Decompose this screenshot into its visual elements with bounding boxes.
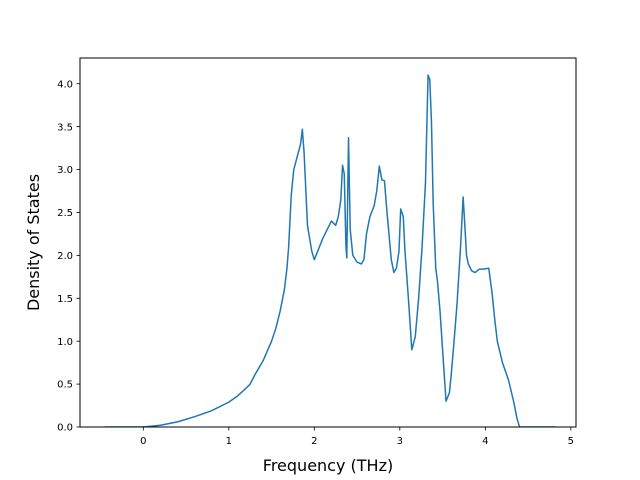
axis-ticks: 0 1 2 3 4 5 0.0 0.5 1.0 1.5 2.0 2.5 3.0 3.5 4.0 — [57, 79, 574, 447]
x-tick-label: 1 — [226, 436, 232, 447]
plot-area — [104, 74, 556, 427]
y-tick-label: 0.0 — [57, 423, 73, 434]
y-tick-label: 3.0 — [57, 165, 73, 176]
dos-series-line — [104, 74, 556, 427]
x-tick-label: 4 — [482, 436, 488, 447]
x-tick-label: 0 — [140, 436, 146, 447]
x-tick-label: 2 — [311, 436, 317, 447]
x-tick-label: 5 — [568, 436, 574, 447]
x-axis-label: Frequency (THz) — [263, 456, 393, 475]
y-tick-label: 2.0 — [57, 251, 73, 262]
y-tick-label: 3.5 — [57, 122, 73, 133]
y-axis-label: Density of States — [24, 174, 43, 311]
y-tick-label: 1.0 — [57, 337, 73, 348]
y-tick-label: 0.5 — [57, 380, 73, 391]
y-tick-label: 2.5 — [57, 208, 73, 219]
y-tick-label: 1.5 — [57, 294, 73, 305]
y-tick-label: 4.0 — [57, 79, 73, 90]
axes-frame — [79, 57, 577, 428]
x-tick-label: 3 — [397, 436, 403, 447]
